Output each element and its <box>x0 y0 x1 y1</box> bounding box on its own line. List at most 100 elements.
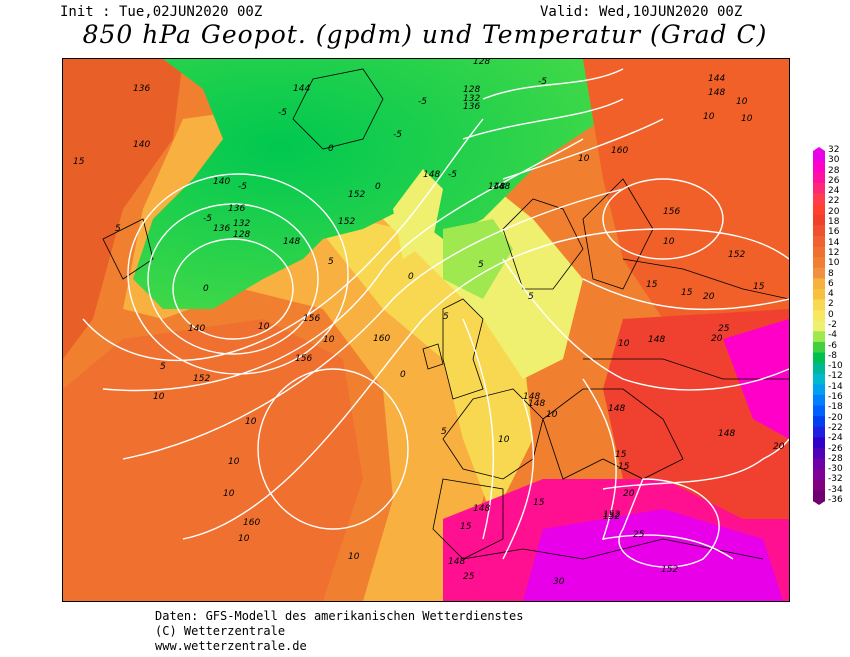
geopotential-label: 144 <box>708 74 725 84</box>
colorbar-label: 2 <box>828 299 834 310</box>
colorbar-segment <box>813 373 825 385</box>
temperature-label: 10 <box>238 534 250 544</box>
colorbar-label: -12 <box>828 371 843 382</box>
geopotential-label: 148 <box>283 237 300 247</box>
temperature-label: 10 <box>153 392 165 402</box>
geopotential-label: 152 <box>603 512 620 522</box>
temperature-label: 10 <box>663 237 675 247</box>
colorbar-label: 14 <box>828 237 840 248</box>
temperature-label: 10 <box>736 97 748 107</box>
geopotential-label: 160 <box>243 518 260 528</box>
colorbar-label: -6 <box>828 340 837 351</box>
colorbar-segment <box>813 214 825 226</box>
temperature-label: 0 <box>400 370 406 380</box>
temperature-label: 15 <box>73 157 85 167</box>
geopotential-label: 160 <box>373 334 390 344</box>
map-canvas: 144 144 148 148 148 148 152 152 152 152 … <box>63 59 789 601</box>
colorbar-label: -8 <box>828 350 837 361</box>
colorbar-label: 28 <box>828 165 840 176</box>
temperature-label: 15 <box>615 450 627 460</box>
colorbar-label: 24 <box>828 186 840 197</box>
colorbar-segment <box>813 310 825 322</box>
colorbar-label: 26 <box>828 175 840 186</box>
temperature-label: 15 <box>533 498 545 508</box>
colorbar-label: 4 <box>828 289 834 300</box>
colorbar-bottom-arrow <box>813 501 825 505</box>
colorbar-label: -30 <box>828 464 843 475</box>
geopotential-label: 148 <box>523 392 540 402</box>
colorbar-segment <box>813 447 825 460</box>
geopotential-label: 156 <box>295 354 312 364</box>
colorbar-label: -28 <box>828 453 843 464</box>
temperature-label: 5 <box>328 257 334 267</box>
colorbar-segment <box>813 363 825 375</box>
colorbar-segment <box>813 267 825 279</box>
temperature-label: -5 <box>278 108 287 118</box>
colorbar-label: 8 <box>828 268 834 279</box>
temperature-label: 0 <box>203 284 209 294</box>
temperature-label: 0 <box>328 144 334 154</box>
geopotential-label: 152 <box>338 217 355 227</box>
geopotential-label: 140 <box>213 177 230 187</box>
temperature-label: -5 <box>418 97 427 107</box>
temperature-label: 0 <box>375 182 381 192</box>
temperature-label: 10 <box>618 339 630 349</box>
colorbar-label: -34 <box>828 484 843 495</box>
temperature-label: -5 <box>538 77 547 87</box>
colorbar-label: 12 <box>828 247 840 258</box>
geopotential-label: 136 <box>463 102 480 112</box>
colorbar-label: -14 <box>828 381 843 392</box>
geopotential-label: 140 <box>188 324 205 334</box>
colorbar-label: -26 <box>828 443 843 454</box>
copyright-line: (C) Wetterzentrale <box>155 624 286 638</box>
colorbar-segment <box>813 416 825 428</box>
temperature-label: 10 <box>348 552 360 562</box>
colorbar-segment <box>813 299 825 311</box>
temperature-label: 10 <box>578 154 590 164</box>
temperature-label: 15 <box>753 282 765 292</box>
temperature-label: 10 <box>703 112 715 122</box>
temperature-colorbar <box>813 147 825 505</box>
geopotential-label: 152 <box>603 510 620 520</box>
valid-time-label: Valid: Wed,10JUN2020 00Z <box>540 4 743 20</box>
colorbar-segment <box>813 257 825 269</box>
geopotential-label: 148 <box>473 504 490 514</box>
temperature-label: 15 <box>618 462 630 472</box>
temperature-label: 5 <box>441 427 447 437</box>
temperature-label: 0 <box>408 272 414 282</box>
temperature-label: 15 <box>681 288 693 298</box>
colorbar-label: -16 <box>828 392 843 403</box>
temperature-label: 10 <box>498 435 510 445</box>
colorbar-segment <box>813 278 825 290</box>
colorbar-segment <box>813 394 825 407</box>
colorbar-segment <box>813 288 825 300</box>
temperature-label: 15 <box>646 280 658 290</box>
temperature-label: 20 <box>623 489 635 499</box>
temperature-label: 5 <box>528 292 534 302</box>
warm-area-west <box>63 59 183 359</box>
colorbar-segment <box>813 320 825 332</box>
colorbar-label: 20 <box>828 206 840 217</box>
warm-pocket-scandinavia <box>393 169 443 259</box>
geopotential-label: 140 <box>133 140 150 150</box>
colorbar-segment <box>813 469 825 481</box>
geopotential-label: 152 <box>348 190 365 200</box>
geopotential-label: 156 <box>303 314 320 324</box>
colorbar-label: -20 <box>828 412 843 423</box>
colorbar-segment <box>813 235 825 247</box>
geopotential-label: 128 <box>233 230 250 240</box>
geopotential-label: 152 <box>193 374 210 384</box>
colorbar-top-arrow <box>813 147 825 151</box>
geopotential-label: 152 <box>661 565 678 575</box>
temperature-label: 10 <box>223 489 235 499</box>
cold-area-north <box>133 59 623 309</box>
temperature-label: 25 <box>718 324 730 334</box>
geopotential-label: 136 <box>133 84 150 94</box>
geopotential-label: 148 <box>608 404 625 414</box>
temperature-label: 5 <box>478 260 484 270</box>
colorbar-label: -36 <box>828 495 843 505</box>
colorbar-label: 10 <box>828 258 840 269</box>
colorbar-label: 32 <box>828 145 840 155</box>
geopotential-label: 132 <box>463 94 480 104</box>
colorbar-segment <box>813 193 825 205</box>
